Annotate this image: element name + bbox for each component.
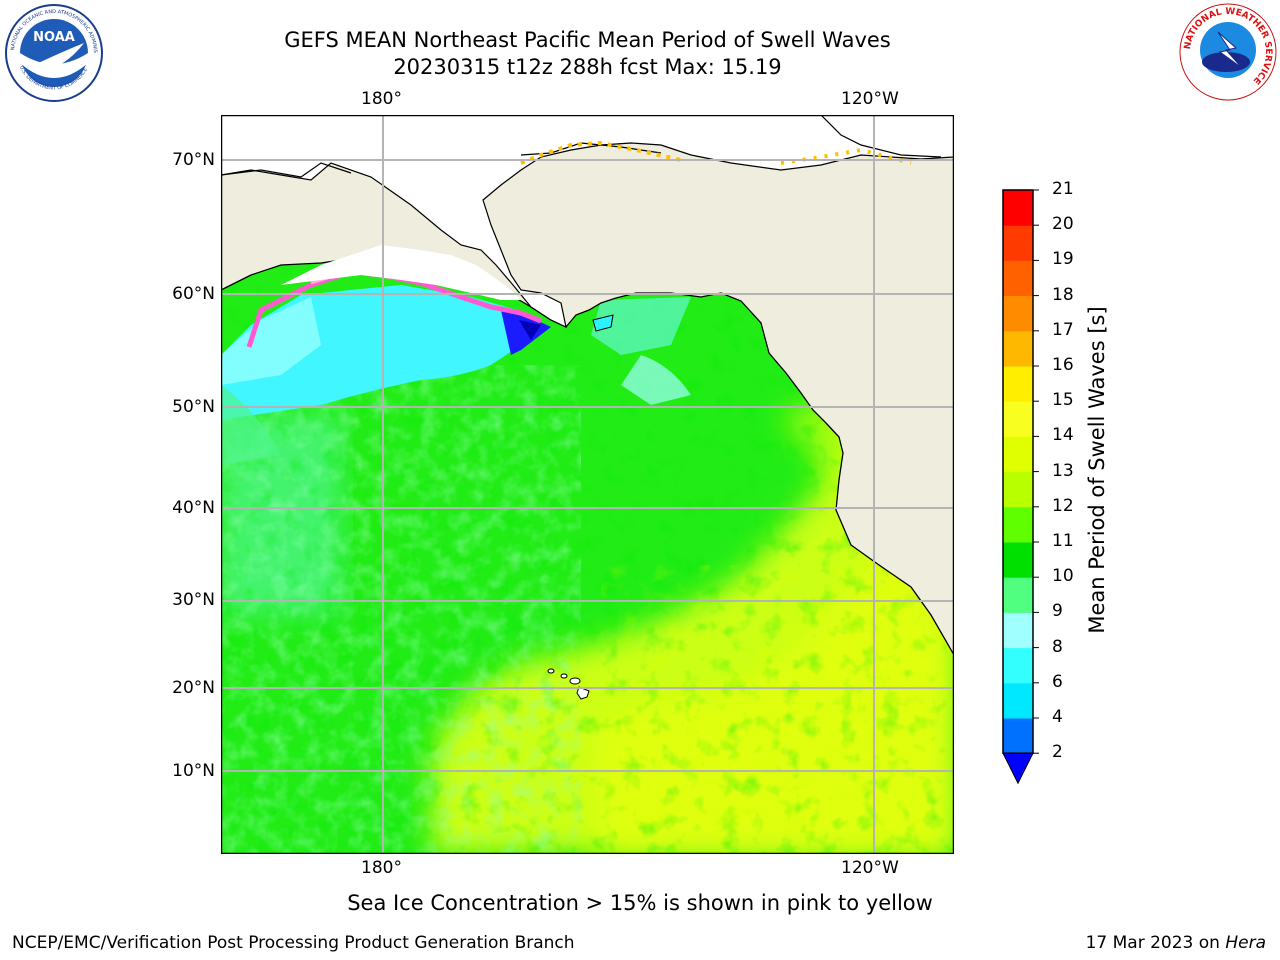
- colorbar-segment: [1003, 542, 1033, 578]
- colorbar-segment: [1003, 718, 1033, 754]
- colorbar-level-label: 14: [1052, 425, 1074, 446]
- colorbar-level-label: 2: [1052, 742, 1063, 763]
- colorbar-segment: [1003, 471, 1033, 508]
- lon-label-top-180: 180°: [361, 89, 402, 109]
- chart-title: GEFS MEAN Northeast Pacific Mean Period …: [284, 28, 891, 52]
- colorbar-segment: [1003, 682, 1033, 719]
- colorbar-level-label: 11: [1052, 531, 1074, 551]
- colorbar-segment: [1003, 577, 1033, 613]
- colorbar-level-label: 17: [1052, 319, 1074, 340]
- lat-label-60n: 60°N: [172, 284, 215, 304]
- colorbar-segment: [1003, 401, 1033, 437]
- arctic-ocean: [221, 115, 954, 329]
- colorbar-segment: [1003, 506, 1033, 543]
- footer-host: Hera: [1225, 933, 1266, 953]
- sea-ice-note: Sea Ice Concentration > 15% is shown in …: [347, 891, 933, 915]
- lat-label-10n: 10°N: [172, 761, 215, 781]
- colorbar-segment: [1003, 190, 1033, 226]
- hawaii-island: [569, 677, 581, 685]
- colorbar-segment: [1003, 647, 1033, 684]
- lat-label-20n: 20°N: [172, 678, 215, 698]
- colorbar-segment: [1003, 330, 1033, 367]
- hawaii-island: [547, 668, 555, 674]
- noaa-logo-text: NOAA: [33, 30, 75, 45]
- footer-credit: NCEP/EMC/Verification Post Processing Pr…: [12, 933, 575, 953]
- colorbar-segment: [1003, 436, 1033, 473]
- colorbar-level-label: 8: [1052, 636, 1063, 657]
- footer-date: 17 Mar 2023 on Hera: [1086, 933, 1266, 953]
- chart-subtitle: 20230315 t12z 288h fcst Max: 15.19: [393, 55, 782, 79]
- colorbar-level-label: 20: [1052, 214, 1074, 235]
- footer-date-text: 17 Mar 2023 on: [1085, 933, 1226, 953]
- colorbar-level-label: 19: [1052, 249, 1074, 270]
- lat-label-30n: 30°N: [172, 590, 215, 610]
- lat-label-50n: 50°N: [172, 397, 215, 417]
- noaa-logo: NOAA NATIONAL OCEANIC AND ATMOSPHERIC AD…: [4, 3, 103, 102]
- colorbar-segment: [1003, 366, 1033, 402]
- colorbar-segment: [1003, 612, 1033, 649]
- colorbar-level-label: 6: [1052, 671, 1063, 692]
- colorbar-title: Mean Period of Swell Waves [s]: [1085, 306, 1109, 634]
- colorbar-segment: [1003, 225, 1033, 261]
- lon-label-bottom-120w: 120°W: [841, 858, 899, 878]
- colorbar-level-label: 10: [1052, 566, 1074, 587]
- hawaii-island: [560, 673, 568, 679]
- colorbar-level-label: 13: [1052, 460, 1074, 481]
- colorbar-extend-arrow: [1002, 752, 1034, 785]
- hawaii-island: [576, 686, 590, 700]
- map-panel: [221, 115, 954, 854]
- nws-logo: NATIONAL WEATHER SERVICE: [1179, 3, 1277, 101]
- lat-label-40n: 40°N: [172, 498, 215, 518]
- map-frame: [221, 115, 954, 854]
- lat-label-70n: 70°N: [172, 150, 215, 170]
- colorbar-level-label: 21: [1052, 179, 1074, 199]
- lon-label-top-120w: 120°W: [841, 89, 899, 109]
- colorbar-level-label: 4: [1052, 707, 1063, 727]
- colorbar-segment: [1003, 260, 1033, 297]
- lon-label-bottom-180: 180°: [361, 858, 402, 878]
- colorbar: [1002, 189, 1039, 785]
- colorbar-level-label: 15: [1052, 390, 1074, 411]
- graticule: [221, 115, 954, 854]
- colorbar-level-label: 12: [1052, 495, 1074, 516]
- colorbar-level-label: 16: [1052, 355, 1074, 375]
- colorbar-level-label: 18: [1052, 284, 1074, 305]
- colorbar-segment: [1003, 295, 1033, 332]
- colorbar-level-label: 9: [1052, 601, 1063, 622]
